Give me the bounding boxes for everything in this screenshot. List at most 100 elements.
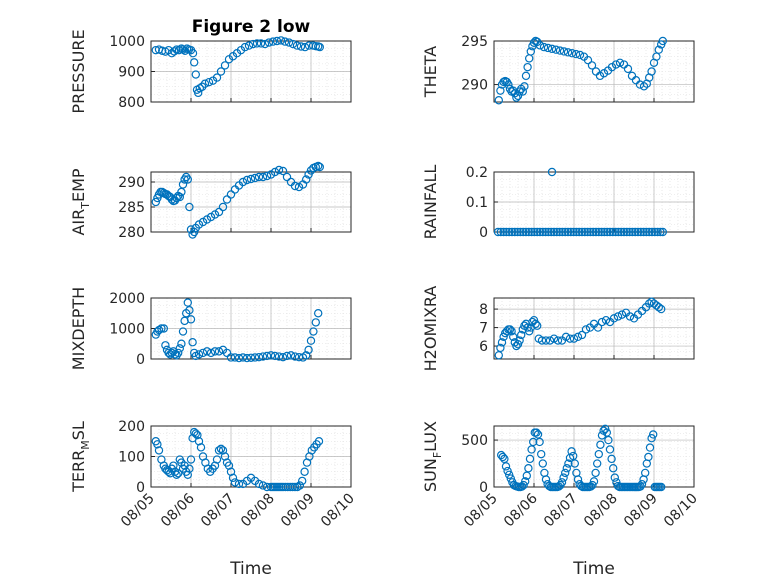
data-point bbox=[571, 49, 581, 59]
data-point bbox=[613, 312, 623, 321]
data-point bbox=[513, 91, 523, 101]
data-point bbox=[559, 473, 568, 482]
data-point bbox=[228, 473, 238, 483]
data-point bbox=[509, 332, 518, 342]
data-point bbox=[178, 45, 188, 54]
data-point bbox=[262, 351, 272, 361]
data-point bbox=[240, 42, 250, 52]
data-point bbox=[264, 38, 274, 47]
data-point bbox=[183, 175, 192, 184]
data-point bbox=[521, 71, 531, 81]
data-point bbox=[189, 58, 199, 67]
data-point bbox=[572, 227, 581, 237]
data-point bbox=[507, 327, 516, 336]
data-point bbox=[521, 227, 531, 237]
data-point bbox=[532, 428, 541, 437]
data-point bbox=[545, 336, 555, 345]
data-point bbox=[547, 44, 557, 54]
data-point bbox=[549, 334, 559, 343]
data-point bbox=[157, 324, 166, 333]
y-tick-label: 0 bbox=[479, 480, 488, 496]
data-point bbox=[238, 353, 248, 362]
data-point bbox=[593, 459, 602, 468]
data-point bbox=[502, 227, 511, 237]
data-point bbox=[295, 481, 304, 490]
data-point bbox=[649, 430, 658, 439]
y-tick-label: 1000 bbox=[109, 322, 145, 338]
data-point bbox=[654, 45, 664, 54]
data-point bbox=[154, 325, 164, 335]
data-point bbox=[658, 227, 668, 237]
data-point bbox=[248, 39, 258, 49]
data-point bbox=[625, 227, 634, 237]
data-point bbox=[633, 227, 643, 237]
y-tick-label: 295 bbox=[461, 34, 488, 50]
y-tick-label: 285 bbox=[118, 200, 145, 216]
data-point bbox=[177, 339, 186, 348]
figure-title: Figure 2 low bbox=[192, 17, 311, 37]
y-tick-label: 290 bbox=[118, 175, 145, 191]
data-point bbox=[505, 325, 515, 334]
data-point bbox=[591, 468, 600, 478]
data-point bbox=[505, 227, 514, 237]
subplot-5: 0 1000 2000 MIXDEPTH bbox=[69, 287, 352, 370]
data-point bbox=[244, 41, 254, 50]
data-point bbox=[238, 177, 248, 187]
y-axis-label: TERRMSL bbox=[69, 421, 92, 493]
data-point bbox=[206, 348, 216, 358]
data-point bbox=[272, 36, 282, 46]
data-point bbox=[518, 87, 528, 96]
y-tick-label: 7 bbox=[479, 321, 488, 337]
data-point bbox=[185, 464, 194, 473]
data-point bbox=[537, 336, 547, 345]
data-point bbox=[564, 459, 573, 468]
data-point bbox=[234, 479, 244, 489]
data-point bbox=[543, 43, 553, 53]
data-point bbox=[645, 227, 654, 237]
data-point bbox=[525, 454, 535, 464]
data-point bbox=[520, 82, 529, 91]
data-point bbox=[522, 471, 532, 480]
data-point bbox=[580, 227, 590, 237]
data-point bbox=[539, 42, 549, 52]
data-point bbox=[311, 318, 320, 327]
data-point bbox=[230, 353, 240, 362]
y-tick-label: 0.1 bbox=[466, 195, 488, 211]
data-point bbox=[647, 67, 656, 76]
y-axis-label: SUNFLUX bbox=[421, 421, 444, 492]
data-point bbox=[226, 190, 236, 199]
y-tick-label: 0 bbox=[136, 480, 145, 496]
data-point bbox=[657, 482, 666, 492]
data-point bbox=[250, 353, 260, 362]
data-point bbox=[189, 227, 199, 237]
data-point bbox=[610, 473, 620, 482]
data-point bbox=[256, 39, 266, 48]
data-point bbox=[551, 45, 561, 54]
data-point bbox=[290, 181, 300, 191]
data-point bbox=[583, 55, 593, 65]
data-point bbox=[173, 348, 183, 358]
data-point bbox=[174, 45, 184, 55]
data-point bbox=[573, 332, 583, 342]
data-point bbox=[609, 464, 618, 473]
y-axis-label: MIXDEPTH bbox=[69, 287, 88, 370]
data-point bbox=[309, 327, 318, 336]
data-point bbox=[588, 480, 597, 490]
data-point bbox=[274, 165, 284, 175]
data-point bbox=[258, 481, 268, 490]
data-point bbox=[569, 227, 578, 237]
data-point bbox=[519, 480, 528, 490]
data-point bbox=[615, 58, 625, 67]
data-point bbox=[645, 443, 655, 452]
data-point bbox=[611, 60, 621, 69]
axes-frame bbox=[150, 171, 352, 233]
subplot-3: 280 285 290 AIRTEMP bbox=[69, 161, 352, 241]
data-point bbox=[617, 310, 627, 319]
data-point bbox=[499, 227, 508, 237]
data-point bbox=[608, 227, 618, 237]
data-point bbox=[631, 227, 640, 237]
data-point bbox=[493, 227, 503, 237]
data-point bbox=[196, 443, 206, 452]
